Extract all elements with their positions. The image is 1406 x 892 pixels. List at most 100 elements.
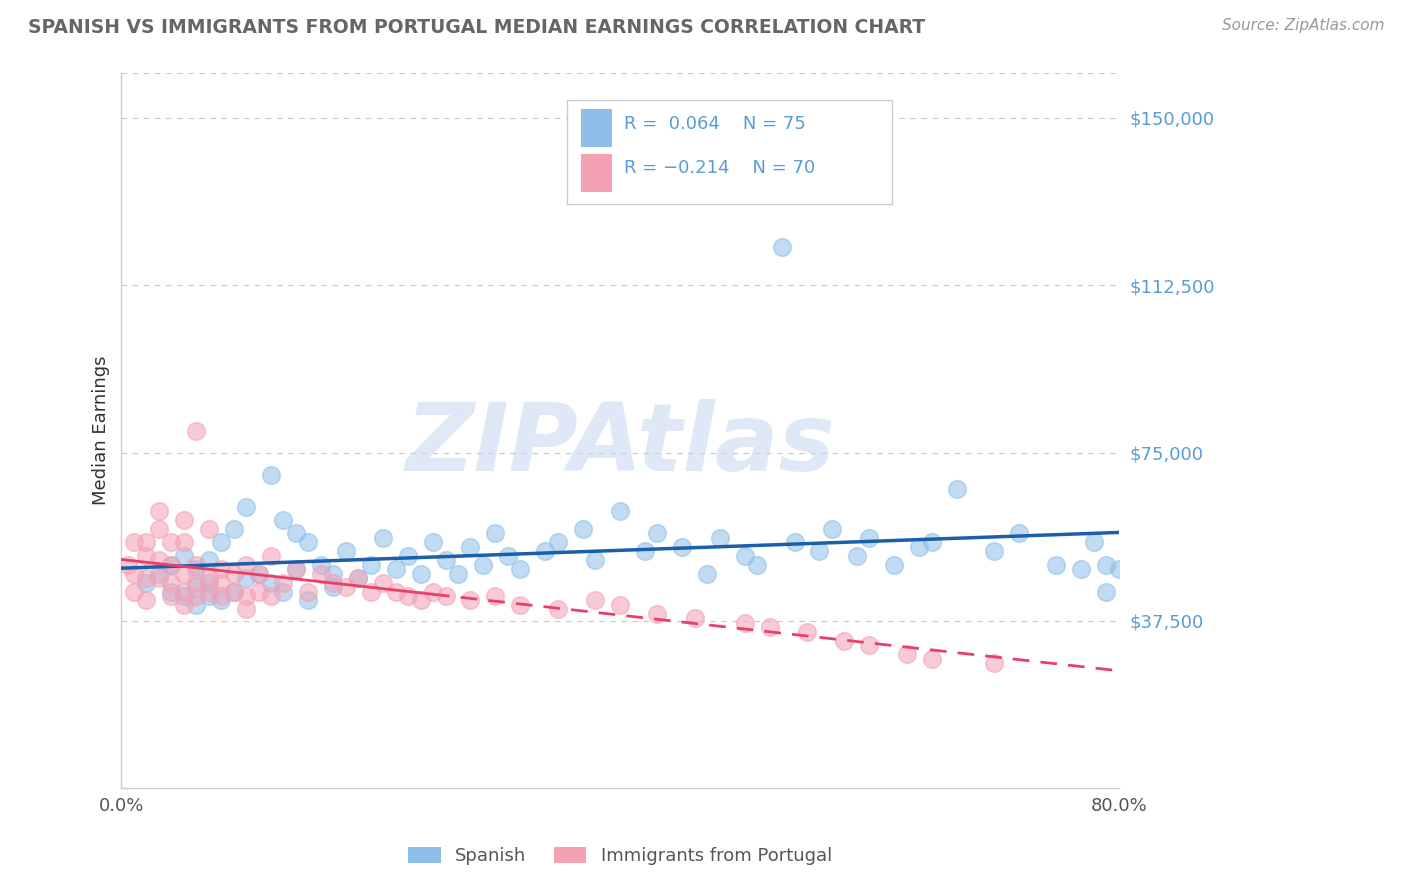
Point — [284, 562, 307, 576]
Point — [460, 540, 482, 554]
Point — [160, 584, 183, 599]
Point — [235, 500, 257, 514]
Point — [122, 535, 145, 549]
Point — [273, 575, 295, 590]
Point — [160, 589, 183, 603]
Point — [247, 566, 270, 581]
Point — [260, 549, 283, 563]
Point — [260, 468, 283, 483]
Point — [148, 504, 170, 518]
Point — [335, 580, 357, 594]
Point — [921, 535, 943, 549]
Point — [173, 589, 195, 603]
Point — [260, 589, 283, 603]
Point — [222, 584, 245, 599]
Text: R =  0.064    N = 75: R = 0.064 N = 75 — [624, 114, 806, 133]
Point — [921, 651, 943, 665]
Point — [273, 513, 295, 527]
Point — [235, 602, 257, 616]
Point — [422, 535, 444, 549]
Point — [335, 544, 357, 558]
Point — [322, 580, 344, 594]
Point — [683, 611, 706, 625]
Point — [1008, 526, 1031, 541]
Point — [447, 566, 470, 581]
Point — [197, 553, 219, 567]
Point — [1108, 562, 1130, 576]
Point — [821, 522, 844, 536]
Point — [373, 575, 395, 590]
Point — [117, 558, 139, 572]
Point — [186, 424, 208, 438]
Point — [222, 522, 245, 536]
Point — [148, 522, 170, 536]
Point — [384, 562, 406, 576]
Point — [173, 598, 195, 612]
Point — [758, 620, 780, 634]
Point — [122, 584, 145, 599]
Point — [983, 656, 1005, 670]
Point — [186, 562, 208, 576]
Point — [122, 566, 145, 581]
Point — [509, 562, 531, 576]
Point — [434, 589, 457, 603]
Y-axis label: Median Earnings: Median Earnings — [93, 356, 110, 506]
Point — [148, 571, 170, 585]
Point — [1095, 558, 1118, 572]
Point — [284, 562, 307, 576]
Point — [583, 593, 606, 607]
Point — [409, 593, 432, 607]
Point — [135, 575, 157, 590]
Point — [845, 549, 868, 563]
Point — [309, 566, 332, 581]
Point — [148, 553, 170, 567]
Text: ZIPAtlas: ZIPAtlas — [405, 399, 835, 491]
Text: SPANISH VS IMMIGRANTS FROM PORTUGAL MEDIAN EARNINGS CORRELATION CHART: SPANISH VS IMMIGRANTS FROM PORTUGAL MEDI… — [28, 18, 925, 37]
Point — [384, 584, 406, 599]
Point — [858, 638, 880, 652]
Point — [770, 240, 793, 254]
Point — [284, 526, 307, 541]
Point — [396, 589, 419, 603]
Point — [796, 624, 818, 639]
Point — [186, 575, 208, 590]
Point — [160, 558, 183, 572]
Point — [634, 544, 657, 558]
Point — [496, 549, 519, 563]
Point — [135, 535, 157, 549]
Point — [297, 535, 319, 549]
Legend: Spanish, Immigrants from Portugal: Spanish, Immigrants from Portugal — [401, 839, 839, 872]
Point — [583, 553, 606, 567]
Point — [197, 522, 219, 536]
Point — [209, 535, 232, 549]
Point — [571, 522, 593, 536]
Point — [709, 531, 731, 545]
Point — [297, 584, 319, 599]
Point — [173, 535, 195, 549]
Point — [347, 571, 370, 585]
Point — [360, 584, 382, 599]
Point — [235, 558, 257, 572]
Point — [247, 584, 270, 599]
Point — [197, 571, 219, 585]
Point — [671, 540, 693, 554]
Point — [484, 526, 506, 541]
Point — [235, 571, 257, 585]
Point — [309, 558, 332, 572]
Point — [1070, 562, 1092, 576]
Point — [1045, 558, 1067, 572]
Point — [186, 580, 208, 594]
Point — [322, 575, 344, 590]
Point — [409, 566, 432, 581]
Point — [1083, 535, 1105, 549]
Point — [148, 566, 170, 581]
Point — [484, 589, 506, 603]
Point — [883, 558, 905, 572]
Point — [460, 593, 482, 607]
Point — [135, 549, 157, 563]
Point — [235, 589, 257, 603]
Point — [222, 566, 245, 581]
Point — [222, 584, 245, 599]
Point — [834, 633, 856, 648]
Point — [945, 482, 967, 496]
